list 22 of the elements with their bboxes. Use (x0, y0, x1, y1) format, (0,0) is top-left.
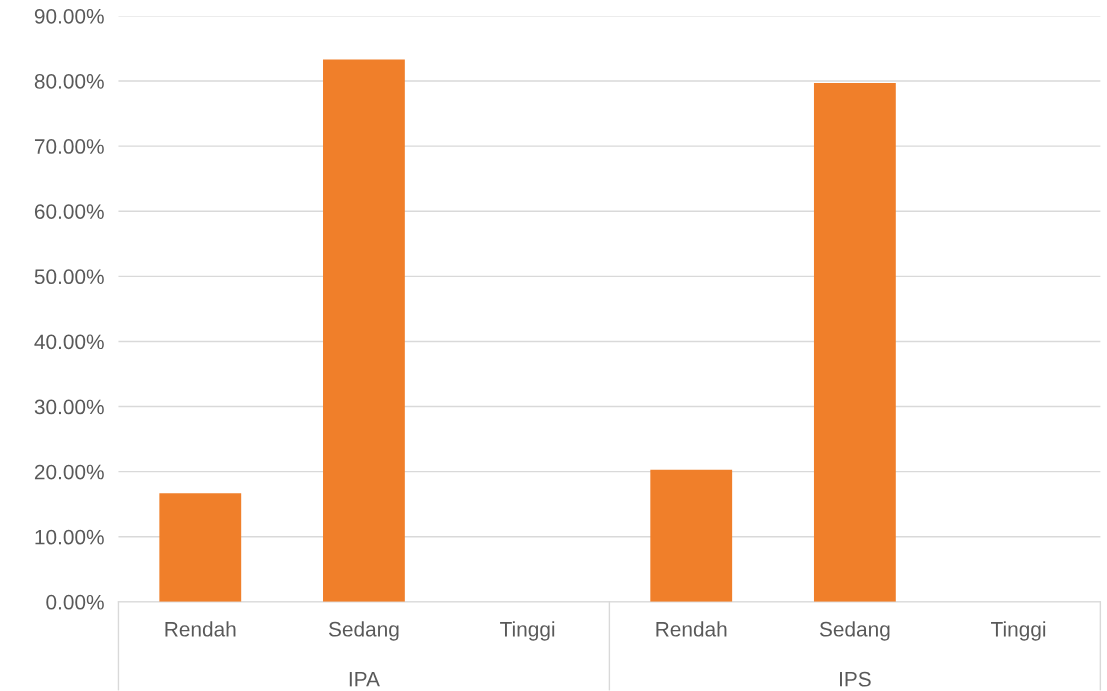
text: IPS (840, 671, 871, 687)
y-tick-label: 70.00% (34, 139, 104, 154)
x-tick-label: Tinggi (991, 621, 1046, 641)
bar (159, 493, 242, 602)
y-tick-label: 30.00% (34, 399, 104, 415)
x-tick-label: Rendah (656, 621, 727, 637)
text: IPA (349, 672, 380, 687)
y-tick-label: 0.00% (46, 594, 104, 610)
x-tick-label: Sedang (819, 621, 890, 641)
x-tick-label: Tinggi (500, 621, 555, 641)
y-tick-label: 40.00% (34, 334, 104, 350)
x-tick-label: Rendah (165, 621, 236, 637)
bar (650, 469, 733, 602)
y-tick-label: 80.00% (34, 74, 104, 89)
y-tick-label: 90.00% (34, 8, 104, 24)
y-tick-label: 60.00% (34, 204, 104, 219)
bar (323, 59, 405, 602)
x-tick-label: Sedang (328, 621, 399, 641)
y-tick-label: 50.00% (34, 269, 104, 285)
bar (813, 82, 896, 602)
y-tick-label: 10.00% (35, 529, 104, 545)
y-tick-label: 20.00% (34, 464, 104, 480)
